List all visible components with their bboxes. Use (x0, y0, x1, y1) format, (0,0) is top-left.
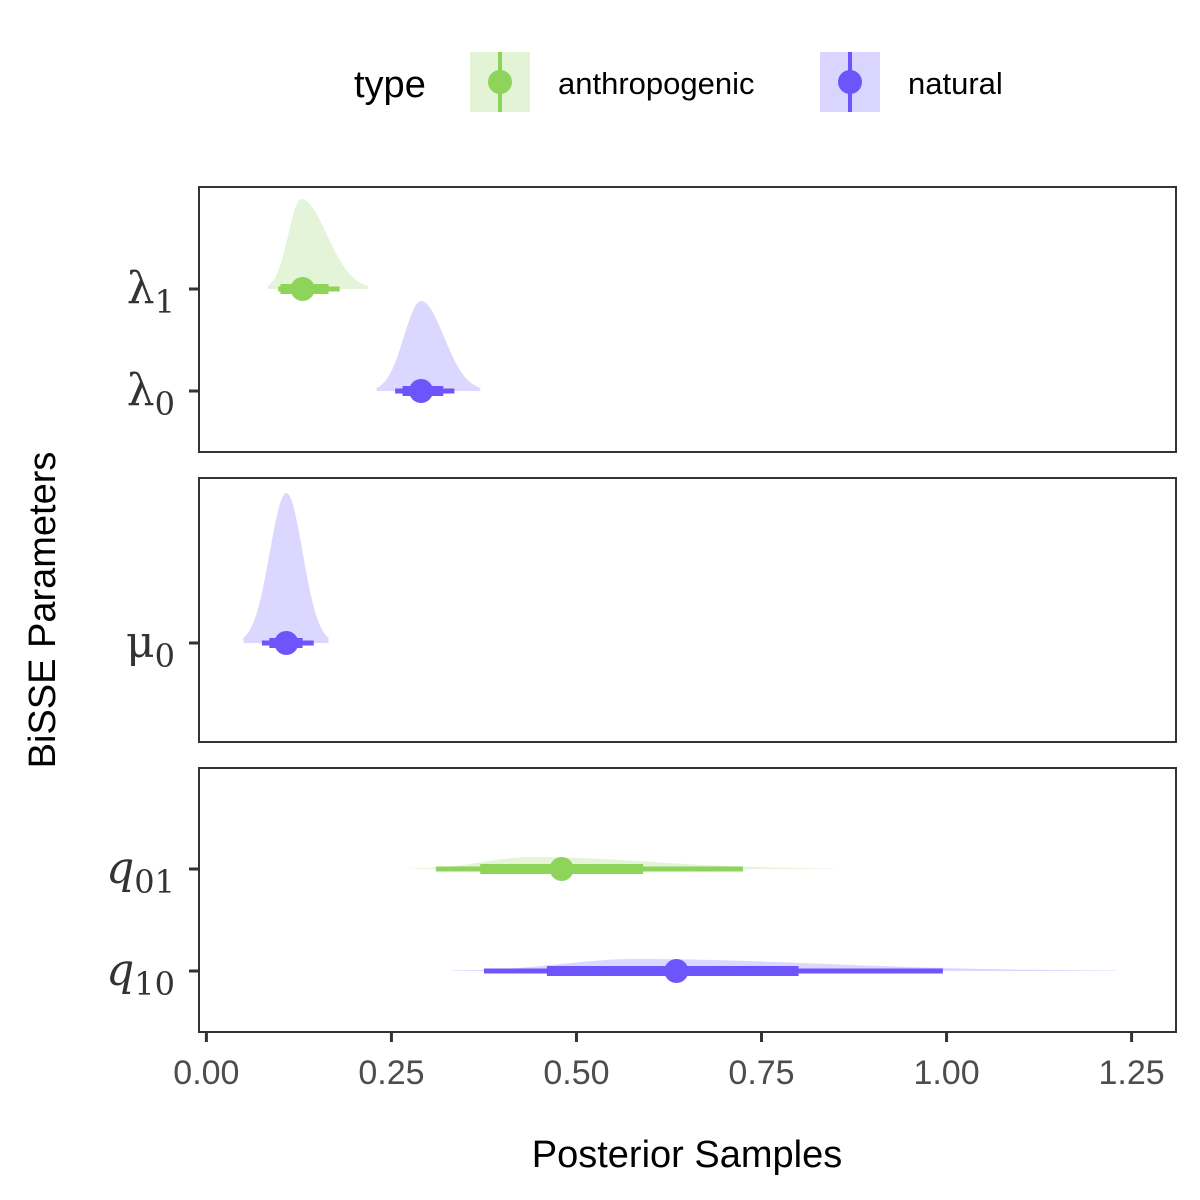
density-anthropogenic (267, 199, 368, 289)
median-point-anthropogenic (549, 857, 574, 881)
y-tick-label: λ0 (127, 365, 175, 423)
x-axis: 0.00 0.25 0.50 0.75 1.00 1.25 (173, 1031, 1176, 1092)
y-tick-label-symbol: λ (127, 263, 155, 314)
density-natural (243, 493, 329, 643)
y-tick-label: λ1 (127, 263, 175, 321)
panel-border (198, 477, 1177, 743)
panel-background (199, 768, 1176, 1032)
y-tick-label-subscript: 0 (155, 637, 175, 675)
y-tick-label-subscript: 1 (155, 283, 175, 321)
x-axis-title: Posterior Samples (532, 1134, 842, 1176)
y-tick-label-subscript: 01 (134, 863, 175, 901)
y-tick-label-subscript: 0 (155, 385, 175, 423)
y-axis-title: BiSSE Parameters (22, 452, 64, 769)
median-point-natural (664, 959, 689, 983)
y-tick-label-symbol: q (106, 945, 134, 996)
density-natural (376, 301, 481, 391)
x-tick-label: 0.00 (173, 1054, 239, 1092)
legend-point-natural (838, 70, 862, 94)
panel-background (199, 478, 1176, 742)
legend: type anthropogenic natural (354, 52, 1003, 112)
panel-2: μ0 (126, 477, 1177, 743)
y-tick-label: μ0 (126, 617, 175, 675)
x-tick-label: 0.25 (358, 1054, 424, 1092)
legend-key-natural (820, 52, 880, 112)
y-tick-label: q10 (106, 945, 175, 1003)
y-tick-label-symbol: λ (127, 365, 155, 416)
y-tick-label: q01 (106, 843, 175, 901)
y-tick-label-symbol: q (106, 843, 134, 894)
panel-background (199, 187, 1176, 452)
x-tick-label: 0.75 (728, 1054, 794, 1092)
median-point-natural (409, 379, 434, 403)
legend-key-anthropogenic (470, 52, 530, 112)
legend-point-anthropogenic (488, 70, 512, 94)
median-point-anthropogenic (290, 277, 315, 301)
x-tick-label: 1.25 (1098, 1054, 1164, 1092)
legend-label-anthropogenic: anthropogenic (558, 66, 755, 101)
y-tick-label-symbol: μ (126, 617, 155, 668)
y-tick-label-subscript: 10 (134, 965, 175, 1003)
legend-label-natural: natural (908, 66, 1003, 101)
x-tick-label: 0.50 (543, 1054, 609, 1092)
x-tick-label: 1.00 (913, 1054, 979, 1092)
panel-border (198, 186, 1177, 453)
median-point-natural (274, 631, 299, 655)
legend-title: type (354, 64, 426, 106)
